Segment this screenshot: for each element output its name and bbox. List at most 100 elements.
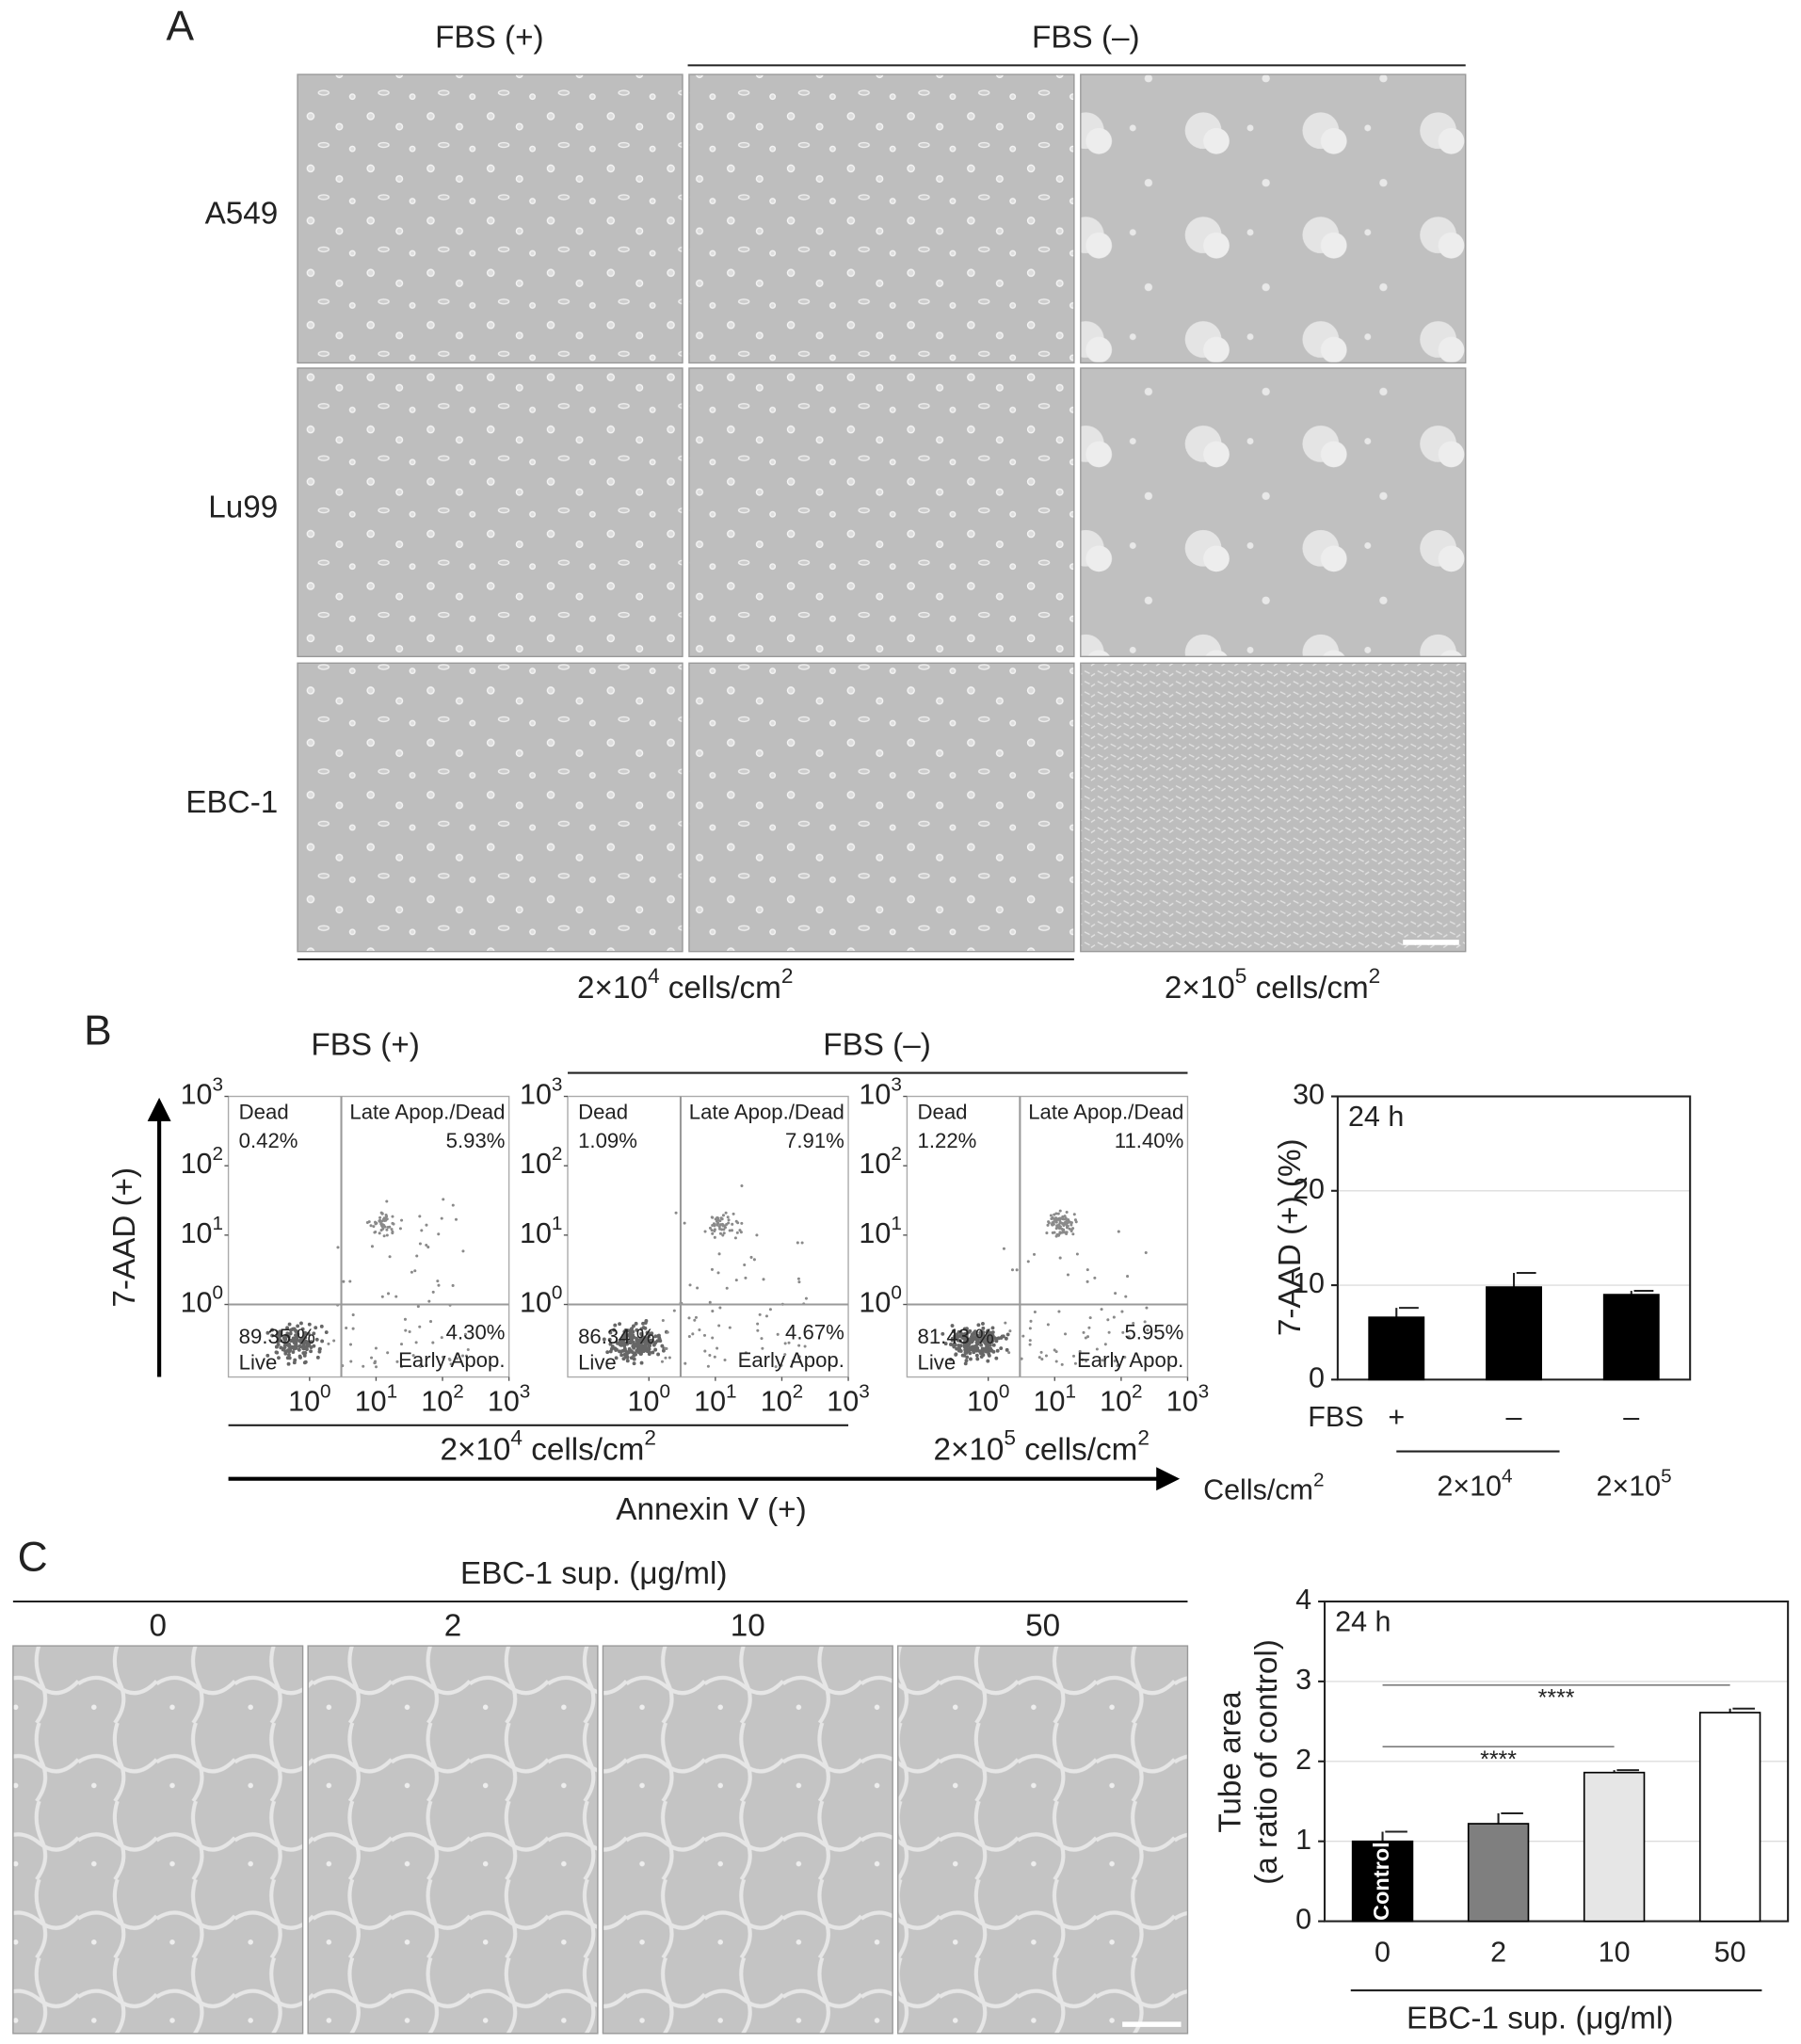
event-dot xyxy=(721,1233,725,1237)
event-dot xyxy=(955,1332,959,1337)
y-tick-label: 102 xyxy=(181,1143,223,1180)
quadrant-percent: 89.35 % xyxy=(239,1325,315,1348)
event-dot xyxy=(711,1310,715,1313)
event-dot xyxy=(351,1313,355,1317)
event-dot xyxy=(994,1356,999,1360)
bar-label: Control xyxy=(1369,1842,1393,1921)
x-tick-label-part: 3 xyxy=(1198,1380,1210,1402)
event-dot xyxy=(380,1295,384,1298)
event-dot xyxy=(1064,1332,1068,1336)
event-dot xyxy=(1060,1227,1064,1231)
event-dot xyxy=(608,1349,613,1354)
event-dot xyxy=(610,1344,615,1349)
y-tick-label-part: 10 xyxy=(520,1287,552,1319)
quadrant-percent: 0.42% xyxy=(239,1129,298,1152)
event-dot xyxy=(718,1231,723,1235)
panel-label: B xyxy=(84,1008,112,1054)
y-tick-label-part: 1 xyxy=(552,1213,563,1234)
density-label-part: 2 xyxy=(644,1426,656,1450)
event-dot xyxy=(1026,1260,1030,1263)
event-dot xyxy=(425,1223,428,1227)
event-dot xyxy=(1132,1322,1135,1326)
event-dot xyxy=(664,1346,667,1350)
group-label-part: 2×10 xyxy=(1596,1470,1661,1502)
event-dot xyxy=(716,1346,719,1350)
event-dot xyxy=(978,1332,983,1337)
event-dot xyxy=(703,1349,707,1353)
y-tick-label-part: 3 xyxy=(891,1073,902,1095)
event-dot xyxy=(413,1269,417,1273)
density-label-part: 5 xyxy=(1235,964,1247,988)
event-dot xyxy=(727,1218,731,1222)
event-dot xyxy=(755,1233,759,1237)
density-label: 2×105 cells/cm2 xyxy=(934,1426,1150,1467)
event-dot xyxy=(981,1321,985,1326)
event-dot xyxy=(733,1236,737,1240)
quadrant-percent: 11.40% xyxy=(1115,1129,1184,1152)
y-tick-label: 2 xyxy=(1295,1744,1311,1776)
event-dot xyxy=(744,1276,748,1280)
event-dot xyxy=(624,1349,628,1354)
event-dot xyxy=(303,1340,308,1344)
event-dot xyxy=(1124,1295,1128,1298)
event-dot xyxy=(752,1258,756,1262)
event-dot xyxy=(622,1344,627,1348)
event-dot xyxy=(431,1290,435,1294)
density-label-part: 2 xyxy=(1369,964,1381,988)
event-dot xyxy=(1087,1326,1091,1329)
event-dot xyxy=(348,1280,352,1283)
event-dot xyxy=(660,1360,664,1363)
y-tick-label: 103 xyxy=(181,1073,223,1110)
event-dot xyxy=(390,1228,394,1231)
event-dot xyxy=(708,1300,712,1304)
event-dot xyxy=(1065,1210,1069,1215)
x-tick-label: 101 xyxy=(694,1380,736,1417)
x-tick-label: 2 xyxy=(1490,1936,1506,1968)
event-dot xyxy=(1057,1310,1061,1313)
event-dot xyxy=(716,1221,720,1225)
event-dot xyxy=(743,1263,747,1267)
x-tick-label-part: 10 xyxy=(1100,1385,1132,1417)
event-dot xyxy=(718,1306,722,1310)
event-dot xyxy=(455,1357,458,1360)
event-dot xyxy=(974,1340,979,1344)
event-dot xyxy=(1040,1358,1044,1361)
event-dot xyxy=(992,1336,997,1341)
event-dot xyxy=(419,1364,423,1368)
event-dot xyxy=(279,1345,283,1350)
x-tick-label: 102 xyxy=(761,1380,803,1417)
x-tick-label: 101 xyxy=(1034,1380,1076,1417)
x-tick-label: 10 xyxy=(1599,1936,1631,1968)
event-dot xyxy=(1073,1218,1077,1222)
quadrant-name: Live xyxy=(578,1351,617,1375)
event-dot xyxy=(641,1326,646,1330)
event-dot xyxy=(652,1341,657,1345)
event-dot xyxy=(1010,1268,1015,1272)
event-dot xyxy=(449,1362,453,1366)
event-dot xyxy=(717,1252,721,1256)
micrograph xyxy=(297,662,683,953)
event-dot xyxy=(1057,1226,1061,1230)
event-dot xyxy=(1028,1327,1032,1330)
x-tick-label: – xyxy=(1506,1401,1522,1433)
panel-label: A xyxy=(167,3,195,49)
event-dot xyxy=(429,1320,433,1324)
event-dot xyxy=(768,1308,772,1312)
event-dot xyxy=(749,1255,753,1259)
event-dot xyxy=(687,1335,691,1339)
event-dot xyxy=(382,1234,386,1238)
event-dot xyxy=(607,1337,612,1342)
x-tick-label: – xyxy=(1623,1401,1639,1433)
quadrant-percent: 5.93% xyxy=(446,1129,506,1152)
event-dot xyxy=(718,1219,722,1223)
density-label-part: 2×10 xyxy=(934,1432,1005,1467)
event-dot xyxy=(348,1343,353,1346)
event-dot xyxy=(298,1344,303,1349)
event-dot xyxy=(336,1246,340,1249)
event-dot xyxy=(317,1349,322,1354)
event-dot xyxy=(1028,1339,1032,1343)
event-dot xyxy=(398,1227,402,1231)
x-axis-label: EBC-1 sup. (μg/ml) xyxy=(1407,2002,1673,2036)
event-dot xyxy=(327,1342,330,1345)
event-dot xyxy=(373,1360,377,1365)
